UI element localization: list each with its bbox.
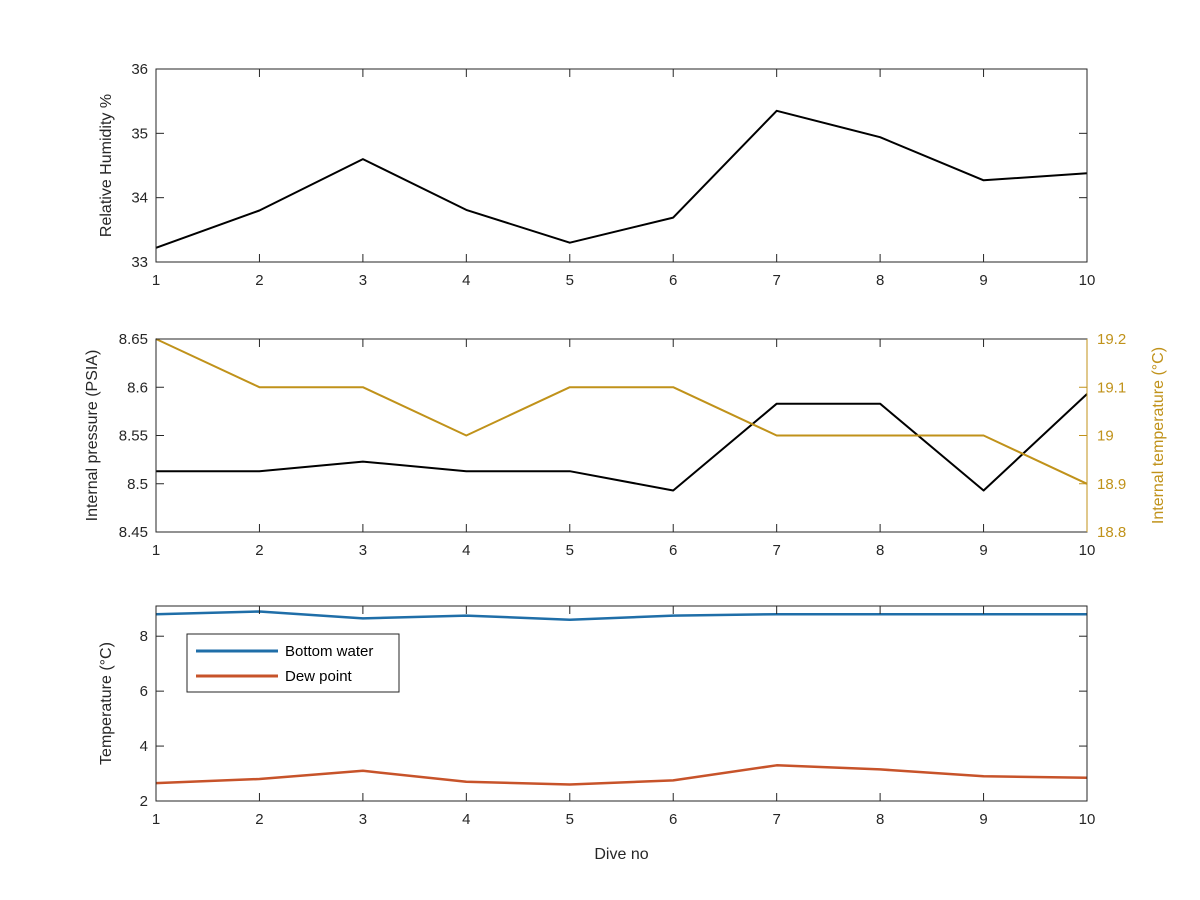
pressure-x-tick-label: 2 (255, 542, 263, 559)
temperature-x-tick-label: 9 (979, 811, 987, 828)
temperature-x-tick-label: 1 (152, 811, 160, 828)
humidity-series-group (155, 109, 1088, 249)
temperature-series-group (155, 610, 1088, 786)
temperature-y-axis-label: Temperature (°C) (98, 642, 115, 765)
temperature-x-tick-label: 10 (1079, 811, 1096, 828)
temperature-x-tick-label: 6 (669, 811, 677, 828)
pressure-x-tick-label: 9 (979, 542, 987, 559)
temperature-y-tick-label: 6 (140, 683, 148, 700)
temperature-x-tick-label: 3 (359, 811, 367, 828)
humidity-x-tick-label: 5 (566, 272, 574, 289)
pressure-x-tick-label: 8 (876, 542, 884, 559)
pressure-temperature-panel: 1 2 3 4 5 6 7 8 9 10 8.458.58.558.68.65 18.818.91… (84, 331, 1167, 559)
pressure-y-tick-label: 8.6 (127, 379, 148, 396)
temperature-x-tick-label: 2 (255, 811, 263, 828)
pressure-x-tick-label: 1 (152, 542, 160, 559)
internal-temperature-y-ticks: 18.8 18.9 19 19.1 19.2 (1079, 331, 1126, 541)
temperature-y-tick-label: 2 (140, 793, 148, 810)
pressure-x-ticks: 1 2 3 4 5 6 7 8 9 10 (152, 339, 1096, 559)
temperature-x-tick-label: 4 (462, 811, 470, 828)
humidity-x-tick-label: 6 (669, 272, 677, 289)
humidity-x-tick-label: 8 (876, 272, 884, 289)
internal-temperature-y-tick-label: 19.2 (1097, 331, 1126, 348)
internal-temperature-y-tick-label: 18.9 (1097, 476, 1126, 493)
internal-temperature-y-axis-label: Internal temperature (°C) (1150, 347, 1167, 524)
humidity-y-tick-label: 35 (131, 125, 148, 142)
humidity-axes-frame (155, 68, 1088, 263)
legend-label-bottom-water: Bottom water (285, 643, 373, 660)
dive-no-x-axis-label: Dive no (594, 846, 648, 863)
pressure-y-tick-label: 8.65 (119, 331, 148, 348)
internal-temperature-y-tick-label: 19.1 (1097, 379, 1126, 396)
temperature-x-tick-label: 8 (876, 811, 884, 828)
pressure-temperature-series-group (155, 338, 1088, 492)
pressure-x-tick-label: 6 (669, 542, 677, 559)
bottom-water-line (155, 610, 1087, 621)
humidity-y-axis-label: Relative Humidity % (98, 94, 115, 237)
humidity-y-tick-label: 34 (131, 190, 148, 207)
pressure-x-tick-label: 5 (566, 542, 574, 559)
pressure-series-1-line (155, 338, 1088, 485)
pressure-x-tick-label: 10 (1079, 542, 1096, 559)
pressure-x-tick-label: 7 (772, 542, 780, 559)
humidity-x-tick-label: 2 (255, 272, 263, 289)
pressure-y-tick-label: 8.55 (119, 428, 148, 445)
humidity-x-tick-label: 9 (979, 272, 987, 289)
pressure-y-tick-label: 8.5 (127, 476, 148, 493)
internal-temperature-y-tick-label: 18.8 (1097, 524, 1126, 541)
temperature-y-tick-label: 8 (140, 628, 148, 645)
legend-box (186, 633, 400, 693)
pressure-y-axis-label: Internal pressure (PSIA) (84, 350, 101, 522)
humidity-x-tick-label: 4 (462, 272, 470, 289)
temperature-x-tick-label: 7 (772, 811, 780, 828)
humidity-y-tick-label: 33 (131, 254, 148, 271)
dew-point-line (155, 764, 1088, 786)
humidity-y-tick-label: 36 (131, 61, 148, 78)
temperature-y-tick-label: 4 (140, 738, 148, 755)
humidity-series-0-line (155, 109, 1088, 249)
pressure-y-ticks: 8.45 8.5 8.55 8.6 8.65 (119, 331, 164, 541)
humidity-x-tick-label: 10 (1079, 272, 1096, 289)
temperature-x-tick-label: 5 (566, 811, 574, 828)
pressure-x-tick-label: 4 (462, 542, 470, 559)
humidity-x-tick-label: 7 (772, 272, 780, 289)
humidity-x-tick-label: 3 (359, 272, 367, 289)
legend-label-dew-point: Dew point (285, 668, 353, 685)
internal-temperature-y-tick-label: 19 (1097, 428, 1114, 445)
pressure-x-tick-label: 3 (359, 542, 367, 559)
temperature-legend: Bottom water Dew point (186, 633, 400, 693)
humidity-x-tick-label: 1 (152, 272, 160, 289)
temperature-axes-frame (155, 605, 1088, 802)
pressure-y-tick-label: 8.45 (119, 524, 148, 541)
temperature-x-ticks: 1 2 3 4 5 6 7 8 9 10 (152, 606, 1096, 828)
pressure-series-0-line (156, 393, 1088, 492)
